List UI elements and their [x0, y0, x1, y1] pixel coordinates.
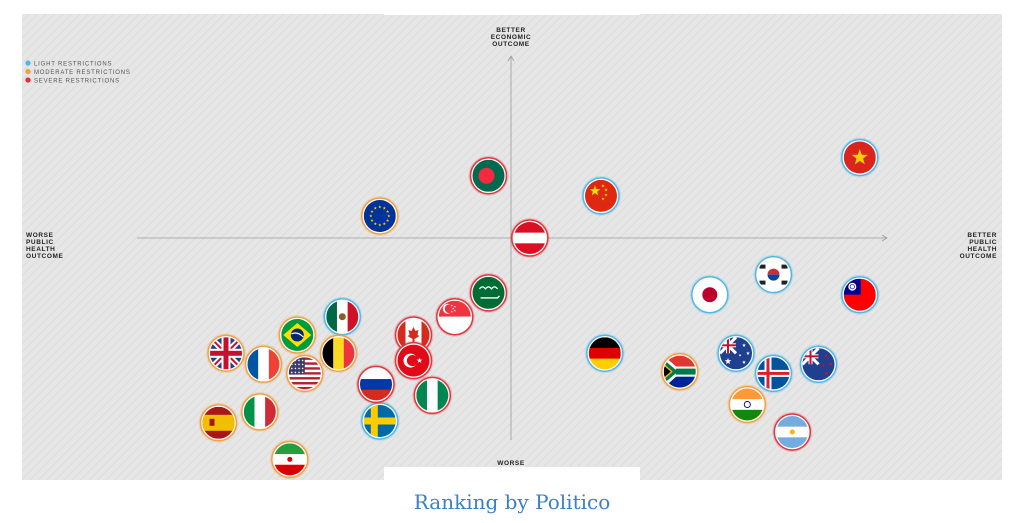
brazil-flag-icon [281, 319, 314, 351]
mexico-flag-icon [326, 300, 359, 333]
x-negative-label-line-2: HEALTH [26, 246, 55, 253]
legend-marker-0 [25, 60, 31, 66]
legend-marker-2 [25, 77, 31, 83]
legend-label-1: MODERATE RESTRICTIONS [34, 70, 131, 76]
taiwan-flag-icon [843, 278, 876, 311]
australia-flag-icon [720, 337, 752, 370]
point-european-union: European Union [359, 196, 400, 236]
south-korea-flag-icon [757, 258, 790, 291]
y-positive-label-line-2: OUTCOME [492, 41, 529, 48]
legend-label-2: SEVERE RESTRICTIONS [34, 78, 120, 84]
point-italy: Italy [239, 391, 280, 432]
point-saudi-arabia: Saudi Arabia [468, 272, 509, 313]
south-africa-flag-icon [663, 355, 696, 388]
new-zealand-flag-icon [802, 348, 835, 381]
x-positive-label-line-1: PUBLIC [969, 239, 997, 246]
legend-marker-1 [25, 68, 31, 75]
belgium-flag-icon [322, 337, 355, 370]
japan-flag-icon [693, 278, 726, 311]
point-france: France [243, 344, 284, 385]
point-belgium: Belgium [318, 333, 359, 374]
iceland-flag-icon [757, 357, 790, 390]
point-taiwan: Taiwan [839, 274, 880, 315]
y-positive-label-line-0: BETTER [496, 27, 526, 34]
y-positive-label-line-1: ECONOMIC [491, 34, 532, 41]
turkey-flag-icon [397, 344, 430, 377]
point-argentina: Argentina [772, 412, 813, 452]
vietnam-flag-icon [843, 141, 876, 174]
point-iceland: Iceland [753, 353, 794, 394]
france-flag-icon [247, 348, 280, 381]
argentina-flag-icon [776, 416, 809, 448]
italy-flag-icon [243, 395, 276, 428]
x-positive-label-line-0: BETTER [967, 232, 997, 239]
singapore-flag-icon [438, 300, 471, 333]
point-vietnam: Vietnam [839, 137, 880, 178]
point-india: India [727, 384, 768, 425]
point-new-zealand: New Zealand [798, 344, 839, 385]
point-singapore: Singapore [434, 296, 475, 337]
x-axis-arrow-icon [881, 234, 888, 242]
point-united-kingdom: United Kingdom [206, 333, 246, 374]
india-flag-icon [731, 388, 764, 421]
point-united-states: United States [284, 353, 325, 394]
chart-background [22, 14, 1002, 480]
legend-label-0: LIGHT RESTRICTIONS [34, 61, 112, 67]
point-iran: Iran [269, 439, 310, 480]
peru-flag-icon [513, 222, 546, 254]
germany-flag-icon [588, 337, 621, 370]
point-brazil: Brazil [277, 315, 318, 355]
legend: LIGHT RESTRICTIONS MODERATE RESTRICTIONS S… [25, 60, 130, 84]
x-positive-label-line-2: HEALTH [968, 246, 997, 253]
y-negative-label-line-0: WORSE [497, 460, 525, 467]
point-south-korea: South Korea [753, 254, 794, 295]
bangladesh-flag-icon [472, 159, 505, 192]
chart-caption: Ranking by Politico [413, 490, 611, 514]
sweden-flag-icon [363, 405, 396, 437]
y-axis-arrow-icon [507, 55, 515, 62]
united-states-flag-icon [288, 357, 321, 390]
point-mexico: Mexico [322, 296, 363, 337]
european-union-flag-icon [363, 200, 396, 232]
iran-flag-icon [273, 443, 306, 476]
point-nigeria: Nigeria [412, 375, 453, 416]
point-russia: Russia [356, 364, 396, 405]
x-positive-label-line-3: OUTCOME [960, 253, 997, 260]
point-peru: Peru [509, 218, 550, 258]
point-china: China [581, 175, 621, 216]
russia-flag-icon [360, 368, 392, 401]
top-tab-edge [384, 13, 640, 15]
data-points: Vietnam China Japan South Korea Taiwan Austra… [198, 137, 880, 480]
point-sweden: Sweden [359, 401, 400, 441]
saudi-arabia-flag-icon [472, 276, 505, 309]
bottom-tab [384, 467, 640, 481]
china-flag-icon [585, 179, 617, 212]
spain-flag-icon [202, 406, 235, 439]
point-germany: Germany [584, 333, 625, 374]
point-turkey: Turkey [393, 340, 434, 381]
point-bangladesh: Bangladesh [468, 155, 509, 196]
x-negative-label-line-1: PUBLIC [26, 239, 54, 246]
united-kingdom-flag-icon [210, 337, 242, 370]
point-spain: Spain [198, 402, 239, 443]
x-negative-label-line-3: OUTCOME [26, 253, 63, 260]
point-south-africa: South Africa [659, 351, 700, 392]
nigeria-flag-icon [416, 379, 449, 412]
point-japan: Japan [689, 274, 730, 315]
point-australia: Australia [716, 333, 756, 374]
x-negative-label-line-0: WORSE [26, 232, 54, 239]
y-negative-label: WORSE [497, 460, 525, 467]
